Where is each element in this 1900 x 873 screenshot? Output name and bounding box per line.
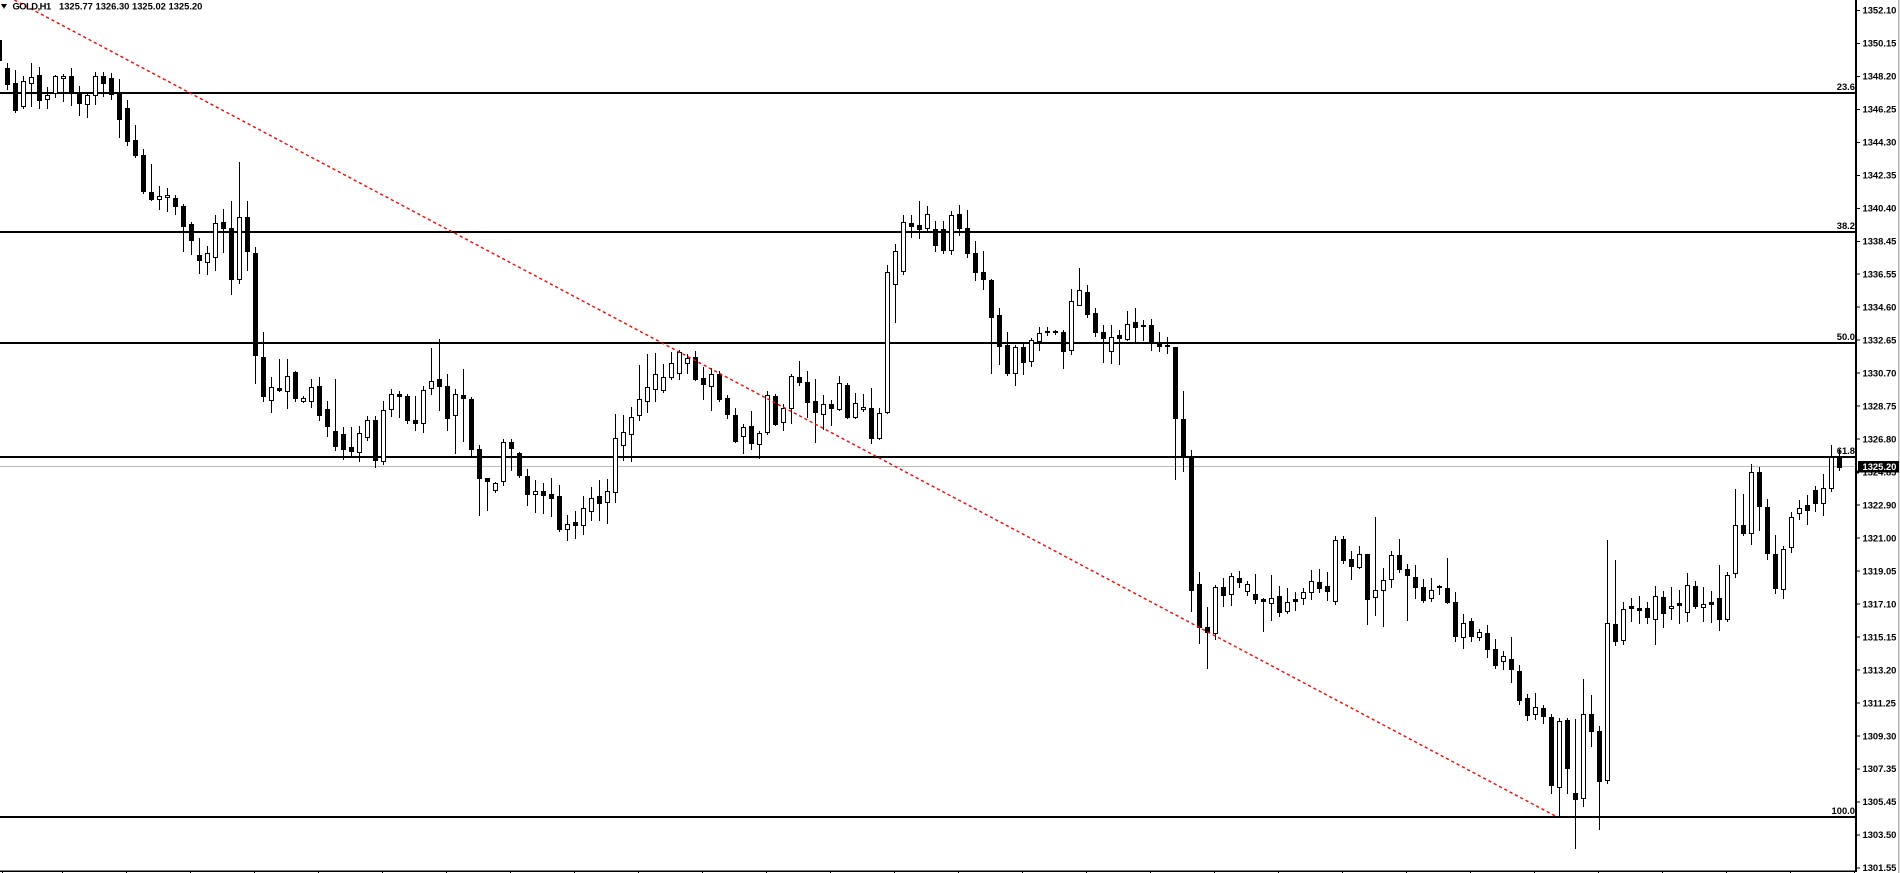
svg-text:1340.40: 1340.40 (1863, 203, 1897, 214)
svg-text:1338.45: 1338.45 (1863, 236, 1897, 247)
svg-text:1319.05: 1319.05 (1863, 565, 1897, 576)
svg-text:1346.25: 1346.25 (1863, 104, 1897, 115)
svg-text:1350.15: 1350.15 (1863, 38, 1897, 49)
svg-text:1342.35: 1342.35 (1863, 170, 1897, 181)
svg-text:61.8: 61.8 (1837, 445, 1855, 456)
svg-text:1352.10: 1352.10 (1863, 5, 1897, 16)
svg-text:1332.65: 1332.65 (1863, 335, 1897, 346)
svg-text:1317.10: 1317.10 (1863, 598, 1897, 609)
svg-text:1328.75: 1328.75 (1863, 401, 1897, 412)
svg-text:1313.20: 1313.20 (1863, 664, 1897, 675)
svg-text:1315.15: 1315.15 (1863, 631, 1897, 642)
svg-text:1311.25: 1311.25 (1863, 697, 1896, 708)
svg-text:100.0: 100.0 (1832, 805, 1855, 816)
svg-text:GOLD,H1: GOLD,H1 (13, 1, 51, 12)
svg-text:38.2: 38.2 (1837, 220, 1855, 231)
svg-text:1334.60: 1334.60 (1863, 302, 1897, 313)
svg-text:1330.70: 1330.70 (1863, 368, 1897, 379)
svg-text:1336.55: 1336.55 (1863, 269, 1897, 280)
svg-text:1344.30: 1344.30 (1863, 137, 1897, 148)
svg-text:1301.55: 1301.55 (1863, 862, 1897, 873)
svg-text:1325.20: 1325.20 (1863, 461, 1897, 472)
svg-text:1348.20: 1348.20 (1863, 71, 1897, 82)
svg-text:1322.90: 1322.90 (1863, 499, 1897, 510)
svg-text:1305.45: 1305.45 (1863, 796, 1897, 807)
svg-text:1309.30: 1309.30 (1863, 730, 1897, 741)
svg-text:1325.77 1326.30 1325.02 1325.2: 1325.77 1326.30 1325.02 1325.20 (59, 1, 202, 12)
svg-text:1303.50: 1303.50 (1863, 829, 1897, 840)
svg-text:1307.35: 1307.35 (1863, 763, 1897, 774)
svg-text:1326.80: 1326.80 (1863, 433, 1897, 444)
svg-text:23.6: 23.6 (1837, 81, 1855, 92)
svg-text:50.0: 50.0 (1837, 331, 1855, 342)
svg-text:1321.00: 1321.00 (1863, 532, 1897, 543)
